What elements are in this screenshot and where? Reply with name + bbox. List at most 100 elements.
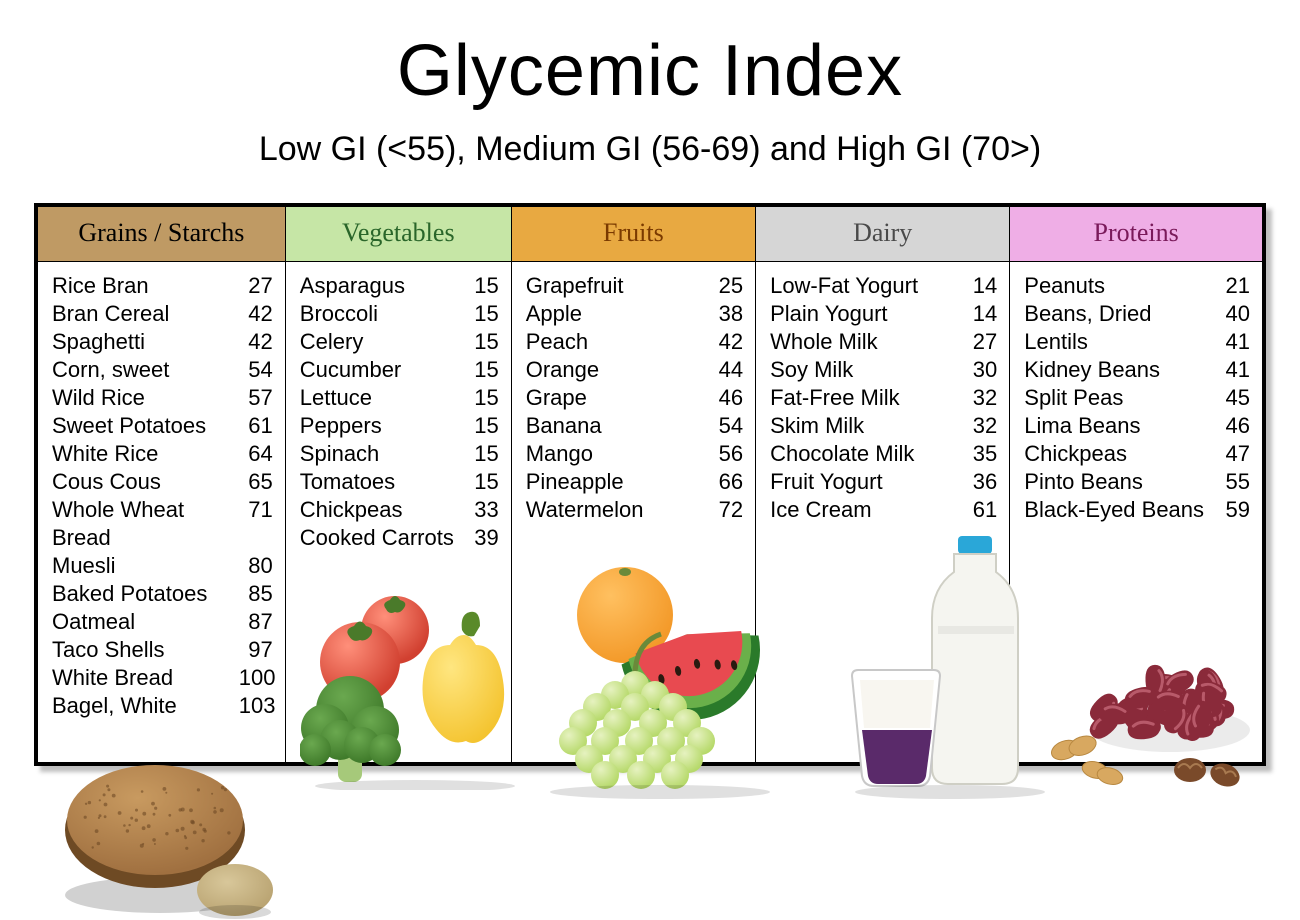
item-name: Split Peas bbox=[1024, 384, 1123, 412]
item-name: Mango bbox=[526, 440, 593, 468]
item-name: Asparagus bbox=[300, 272, 405, 300]
item-name: Cucumber bbox=[300, 356, 401, 384]
item-value: 14 bbox=[963, 300, 997, 328]
item-value: 15 bbox=[465, 468, 499, 496]
item-name: Peanuts bbox=[1024, 272, 1105, 300]
item-value: 15 bbox=[465, 272, 499, 300]
list-item: Skim Milk32 bbox=[770, 412, 997, 440]
list-item: Lima Beans46 bbox=[1024, 412, 1250, 440]
item-name: Lettuce bbox=[300, 384, 372, 412]
item-value: 42 bbox=[709, 328, 743, 356]
list-item: Ice Cream61 bbox=[770, 496, 997, 524]
item-value: 65 bbox=[239, 468, 273, 496]
column-header-dairy: Dairy bbox=[756, 205, 1010, 262]
item-value: 80 bbox=[239, 552, 273, 580]
list-item: Pinto Beans 55 bbox=[1024, 468, 1250, 496]
item-name: Whole Wheat Bread bbox=[52, 496, 184, 552]
item-name: Sweet Potatoes bbox=[52, 412, 206, 440]
list-item: Peppers 15 bbox=[300, 412, 499, 440]
item-value: 46 bbox=[709, 384, 743, 412]
list-item: Plain Yogurt14 bbox=[770, 300, 997, 328]
page-title: Glycemic Index bbox=[0, 30, 1300, 112]
page-subtitle: Low GI (<55), Medium GI (56-69) and High… bbox=[0, 130, 1300, 169]
item-value: 64 bbox=[239, 440, 273, 468]
item-name: Chickpeas bbox=[300, 496, 403, 524]
item-name: Banana bbox=[526, 412, 602, 440]
item-value: 103 bbox=[239, 692, 273, 720]
list-item: Lettuce 15 bbox=[300, 384, 499, 412]
item-value: 27 bbox=[239, 272, 273, 300]
list-item: Grape46 bbox=[526, 384, 743, 412]
item-value: 42 bbox=[239, 328, 273, 356]
list-item: Oatmeal87 bbox=[52, 608, 273, 636]
list-item: Beans, Dried 40 bbox=[1024, 300, 1250, 328]
item-value: 40 bbox=[1216, 300, 1250, 328]
column-header-grains: Grains / Starchs bbox=[36, 205, 285, 262]
item-name: Rice Bran bbox=[52, 272, 149, 300]
list-item: Bagel, White103 bbox=[52, 692, 273, 720]
list-item: Baked Potatoes 85 bbox=[52, 580, 273, 608]
item-value: 61 bbox=[239, 412, 273, 440]
item-name: Wild Rice bbox=[52, 384, 145, 412]
gi-body-row: Rice Bran27Bran Cereal42Spaghetti42Corn,… bbox=[36, 262, 1264, 765]
item-value: 33 bbox=[465, 496, 499, 524]
item-name: Celery bbox=[300, 328, 364, 356]
list-item: Asparagus 15 bbox=[300, 272, 499, 300]
item-name: Broccoli bbox=[300, 300, 378, 328]
item-name: Tomatoes bbox=[300, 468, 395, 496]
item-value: 72 bbox=[709, 496, 743, 524]
item-name: Beans, Dried bbox=[1024, 300, 1151, 328]
item-value: 41 bbox=[1216, 328, 1250, 356]
list-item: Watermelon72 bbox=[526, 496, 743, 524]
list-item: Taco Shells97 bbox=[52, 636, 273, 664]
list-item: Celery 15 bbox=[300, 328, 499, 356]
item-value: 15 bbox=[465, 328, 499, 356]
list-item: Peach42 bbox=[526, 328, 743, 356]
item-value: 54 bbox=[709, 412, 743, 440]
column-header-fruits: Fruits bbox=[511, 205, 755, 262]
list-item: Spinach15 bbox=[300, 440, 499, 468]
item-name: Cooked Carrots bbox=[300, 524, 454, 552]
item-value: 57 bbox=[239, 384, 273, 412]
item-value: 15 bbox=[465, 384, 499, 412]
list-item: Spaghetti42 bbox=[52, 328, 273, 356]
item-name: Pinto Beans bbox=[1024, 468, 1143, 496]
item-value: 56 bbox=[709, 440, 743, 468]
item-name: Chocolate Milk bbox=[770, 440, 914, 468]
list-item: Muesli80 bbox=[52, 552, 273, 580]
list-item: White Rice64 bbox=[52, 440, 273, 468]
item-value: 15 bbox=[465, 356, 499, 384]
item-value: 15 bbox=[465, 412, 499, 440]
item-value: 55 bbox=[1216, 468, 1250, 496]
item-name: Baked Potatoes bbox=[52, 580, 207, 608]
item-value: 85 bbox=[239, 580, 273, 608]
item-value: 32 bbox=[963, 384, 997, 412]
item-name: Ice Cream bbox=[770, 496, 871, 524]
item-value: 38 bbox=[709, 300, 743, 328]
list-item: Orange44 bbox=[526, 356, 743, 384]
item-name: White Bread bbox=[52, 664, 173, 692]
item-value: 32 bbox=[963, 412, 997, 440]
item-name: Lima Beans bbox=[1024, 412, 1140, 440]
item-name: Kidney Beans bbox=[1024, 356, 1160, 384]
item-name: Black-Eyed Beans bbox=[1024, 496, 1204, 524]
item-name: Bran Cereal bbox=[52, 300, 169, 328]
item-value: 97 bbox=[239, 636, 273, 664]
item-name: Low-Fat Yogurt bbox=[770, 272, 918, 300]
list-item: Cucumber 15 bbox=[300, 356, 499, 384]
item-value: 39 bbox=[465, 524, 499, 552]
item-name: Chickpeas bbox=[1024, 440, 1127, 468]
list-item: Bran Cereal42 bbox=[52, 300, 273, 328]
gi-table-wrap: Grains / StarchsVegetablesFruitsDairyPro… bbox=[34, 203, 1266, 766]
list-item: Chickpeas47 bbox=[1024, 440, 1250, 468]
list-item: Mango 56 bbox=[526, 440, 743, 468]
item-value: 66 bbox=[709, 468, 743, 496]
column-header-proteins: Proteins bbox=[1010, 205, 1264, 262]
item-value: 25 bbox=[709, 272, 743, 300]
item-name: Lentils bbox=[1024, 328, 1088, 356]
item-name: Corn, sweet bbox=[52, 356, 169, 384]
list-item: Rice Bran 27 bbox=[52, 272, 273, 300]
item-name: Cous Cous bbox=[52, 468, 161, 496]
item-name: Peppers bbox=[300, 412, 382, 440]
item-value: 15 bbox=[465, 440, 499, 468]
